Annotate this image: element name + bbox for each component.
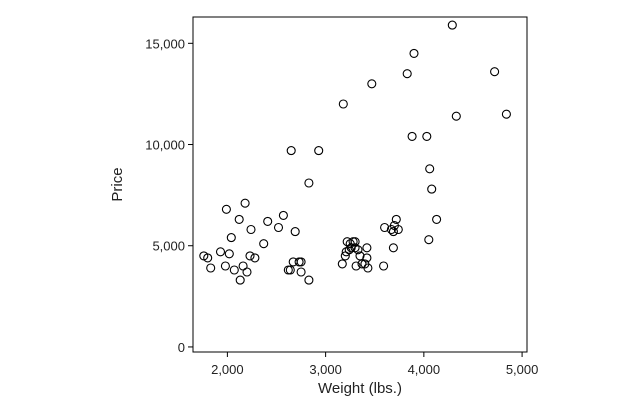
data-point [367, 79, 377, 89]
data-point [224, 249, 234, 259]
y-axis-title: Price [109, 167, 126, 201]
data-point [263, 216, 273, 226]
data-point [363, 263, 373, 273]
data-point [447, 20, 457, 30]
data-point [350, 237, 360, 247]
x-axis-title: Weight (lbs.) [318, 380, 402, 397]
data-point [229, 265, 239, 275]
data-point [427, 184, 437, 194]
data-point [432, 214, 442, 224]
plot-frame [192, 16, 528, 353]
data-point [304, 178, 314, 188]
data-point [235, 275, 245, 285]
y-tick-label: 0 [178, 340, 185, 355]
data-point [220, 261, 230, 271]
data-point [402, 69, 412, 79]
data-point [407, 131, 417, 141]
data-point [259, 239, 269, 249]
data-point [422, 131, 432, 141]
data-point [203, 253, 213, 263]
data-point [242, 267, 252, 277]
data-point [250, 253, 260, 263]
data-point [362, 253, 372, 263]
data-point [393, 224, 403, 235]
x-tick-label: 5,000 [506, 362, 539, 377]
data-point [285, 265, 295, 275]
data-point [246, 224, 256, 235]
y-tick-label: 15,000 [145, 36, 185, 51]
data-point [351, 261, 361, 271]
data-point [296, 267, 306, 277]
data-point [296, 257, 306, 267]
data-point [286, 146, 296, 156]
data-point [206, 263, 216, 273]
data-point [362, 243, 372, 253]
data-point [273, 222, 284, 233]
data-point [379, 261, 389, 271]
data-point [501, 109, 511, 119]
data-point [337, 259, 347, 269]
data-point [314, 146, 324, 156]
data-point [221, 204, 231, 214]
data-point [409, 48, 419, 58]
data-point [278, 210, 288, 220]
data-point [424, 235, 434, 245]
data-point [425, 164, 435, 174]
data-point [388, 243, 398, 253]
x-tick-label: 4,000 [408, 362, 441, 377]
data-point [350, 243, 360, 253]
data-point [391, 214, 401, 224]
data-point [226, 233, 236, 243]
data-point [290, 227, 300, 237]
y-tick-label: 10,000 [145, 138, 185, 153]
x-tick-label: 2,000 [211, 362, 244, 377]
data-point [353, 245, 363, 255]
data-point [215, 247, 226, 257]
data-point [245, 251, 255, 261]
data-point [234, 214, 244, 224]
data-point [240, 198, 250, 208]
y-tick-label: 5,000 [152, 239, 185, 254]
data-point [490, 67, 500, 77]
data-point [344, 245, 354, 255]
data-point [304, 275, 314, 285]
data-point [388, 227, 398, 237]
data-point [451, 111, 461, 121]
data-point [380, 222, 390, 233]
data-point [338, 99, 348, 109]
x-tick-label: 3,000 [309, 362, 342, 377]
